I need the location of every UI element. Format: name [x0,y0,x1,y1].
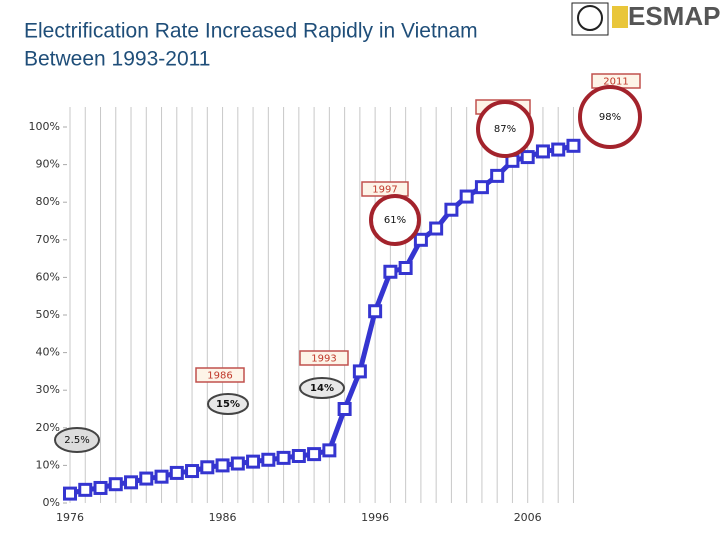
marker [444,202,459,217]
annotation-circle [476,100,534,158]
marker [307,447,322,462]
marker [78,482,93,497]
marker [276,450,291,465]
annotation-text: 98% [599,112,621,123]
marker [154,469,169,484]
marker [413,232,428,247]
annotation-text: 2.5% [64,435,89,446]
marker [246,454,261,469]
title-line: Electrification Rate Increased Rapidly i… [24,20,478,43]
annotation-text: 14% [310,383,334,394]
series-line [69,143,575,497]
annotation-year: 2011 [603,77,628,88]
y-tick-label: 40% [36,346,60,359]
marker [230,456,245,471]
x-tick-label: 1976 [56,511,84,524]
marker [368,304,383,319]
marker [200,460,215,475]
y-tick-label: 100% [29,120,60,133]
marker [337,402,352,416]
annotation-year: 1986 [207,371,232,382]
annotation-text: 87% [494,124,516,135]
marker [261,452,276,467]
annotation-box [195,367,245,383]
annotation-circle [299,377,345,399]
annotation-text: 15% [216,399,240,410]
marker [520,150,535,165]
marker [459,189,474,204]
logo-globe [577,5,603,31]
annotation-text: 61% [384,215,406,226]
marker [352,364,367,379]
annotation-circle [54,427,100,453]
logo: ESMAP [571,1,720,36]
x-tick-label: 1996 [361,511,389,524]
marker [169,465,184,480]
marker [185,464,200,479]
logo-text: ESMAP [628,1,720,31]
marker [429,221,444,236]
logo-mark [612,6,628,28]
y-tick-label: 20% [36,421,60,434]
annotation-circle [578,85,642,149]
marker [398,261,413,275]
annotation-box [299,350,349,366]
marker [215,458,230,473]
y-tick-label: 80% [36,195,60,208]
y-tick-label: 90% [36,158,60,171]
marker [139,471,154,486]
marker [474,180,489,195]
marker [551,142,566,157]
x-tick-label: 2006 [514,511,542,524]
marker [490,168,505,183]
annotation-year: 1993 [311,354,336,365]
x-tick-label: 1986 [209,511,237,524]
marker [322,443,337,458]
marker [124,475,139,490]
marker [291,449,306,463]
title-line: Between 1993-2011 [24,48,210,71]
marker [108,477,123,492]
marker [63,486,77,501]
annotation-year: 1997 [372,185,397,196]
y-tick-label: 50% [36,308,60,321]
marker [535,144,550,159]
y-tick-label: 70% [36,233,60,246]
annotation-circle [207,393,249,415]
y-tick-label: 60% [36,270,60,283]
y-tick-label: 0% [43,496,60,509]
marker [566,138,581,153]
y-tick-label: 30% [36,383,60,396]
annotation-circle [369,194,421,246]
marker [93,480,108,495]
marker [383,264,398,279]
y-tick-label: 10% [36,458,60,471]
